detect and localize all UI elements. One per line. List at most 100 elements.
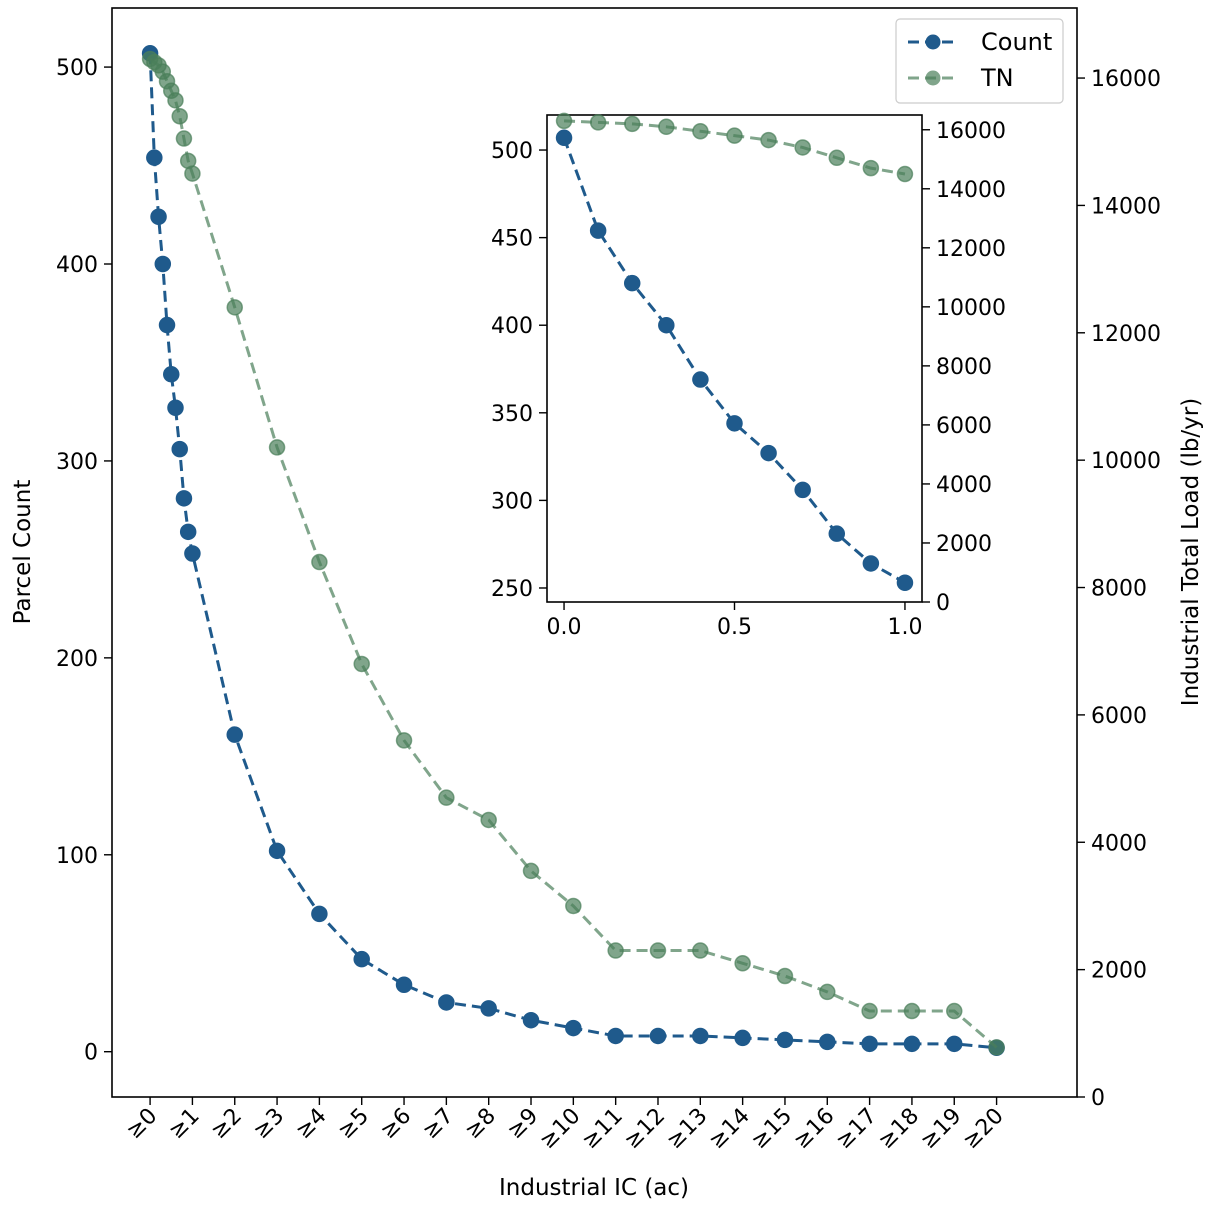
- x-tick-label-13: ≥13: [662, 1104, 713, 1155]
- x-tick-label-20: ≥20: [958, 1104, 1009, 1155]
- count-point-13: [311, 905, 328, 923]
- inset-tn-point-0: [555, 112, 573, 130]
- y-tick-label-2: 200: [56, 647, 98, 672]
- inset-y2-tick-label-4: 8000: [936, 355, 992, 380]
- tn-point-29: [988, 1039, 1005, 1056]
- x-tick-label-17: ≥17: [831, 1104, 882, 1155]
- inset-count-point-1: [589, 222, 607, 239]
- inset-tn-point-7: [794, 139, 811, 156]
- x-tick-label-2: ≥2: [206, 1104, 247, 1145]
- inset-y2-tick-label-8: 16000: [936, 119, 1006, 144]
- y2-tick-label-1: 2000: [1091, 959, 1147, 984]
- x-tick-label-14: ≥14: [704, 1104, 755, 1155]
- inset-x-tick-label-2: 1.0: [887, 615, 922, 640]
- count-point-19: [565, 1019, 582, 1037]
- x-tick-label-0: ≥0: [122, 1104, 163, 1145]
- count-point-22: [692, 1027, 709, 1045]
- tn-point-10: [184, 165, 201, 182]
- x-tick-label-4: ≥4: [291, 1104, 332, 1145]
- tn-point-25: [819, 983, 836, 1001]
- y2-axis-label: Industrial Total Load (lb/yr): [1178, 398, 1204, 706]
- x-axis-label: Industrial IC (ac): [499, 1175, 689, 1201]
- legend-count-label: Count: [981, 28, 1052, 56]
- inset-count-point-0: [555, 129, 573, 147]
- count-point-4: [158, 316, 176, 334]
- y2-tick-label-2: 4000: [1091, 831, 1147, 856]
- count-point-14: [353, 950, 370, 968]
- x-tick-label-10: ≥10: [535, 1104, 586, 1155]
- count-point-27: [903, 1035, 921, 1053]
- y-tick-label-5: 500: [56, 56, 98, 81]
- inset-count-point-2: [623, 274, 641, 292]
- inset-y-tick-label-1: 300: [491, 489, 533, 514]
- inset-tn-point-10: [896, 165, 914, 183]
- y-tick-label-0: 0: [84, 1041, 98, 1066]
- count-point-12: [268, 842, 286, 860]
- inset-y-tick-label-4: 450: [491, 227, 533, 252]
- count-point-11: [226, 726, 243, 743]
- x-tick-label-19: ≥19: [916, 1104, 967, 1155]
- tn-point-21: [649, 942, 667, 959]
- inset-tn-point-9: [862, 159, 880, 177]
- inset-tn-point-3: [658, 118, 675, 136]
- tn-point-20: [607, 942, 624, 959]
- count-point-1: [146, 149, 163, 166]
- inset-y-tick-label-5: 500: [491, 139, 533, 164]
- inset-count-point-8: [828, 525, 846, 542]
- count-point-25: [819, 1033, 836, 1051]
- x-tick-label-5: ≥5: [333, 1104, 374, 1145]
- count-point-7: [171, 440, 188, 458]
- inset-y2-tick-label-6: 12000: [936, 237, 1006, 262]
- legend-tn-label: TN: [980, 64, 1014, 92]
- x-tick-label-12: ≥12: [620, 1104, 671, 1155]
- inset-y2-tick-label-5: 10000: [936, 296, 1006, 321]
- tn-point-26: [861, 1002, 878, 1020]
- x-tick-label-6: ≥6: [376, 1104, 417, 1145]
- count-point-6: [167, 399, 184, 417]
- count-point-15: [395, 976, 413, 994]
- count-point-17: [480, 1000, 497, 1017]
- y2-tick-label-3: 6000: [1091, 704, 1147, 729]
- inset-y-tick-label-2: 350: [491, 402, 533, 427]
- tn-point-13: [311, 553, 328, 571]
- x-tick-label-18: ≥18: [874, 1104, 925, 1155]
- inset-tn-point-2: [623, 115, 641, 133]
- x-tick-label-11: ≥11: [577, 1104, 628, 1155]
- inset-tn-point-4: [692, 122, 709, 140]
- count-point-23: [734, 1029, 751, 1047]
- inset-count-point-9: [862, 555, 880, 572]
- count-point-9: [179, 523, 197, 541]
- inset-tn-point-1: [589, 114, 607, 131]
- tn-point-28: [946, 1002, 963, 1020]
- tn-point-23: [734, 955, 751, 972]
- x-tick-label-16: ≥16: [789, 1104, 840, 1155]
- y-tick-label-1: 100: [56, 844, 98, 869]
- y2-tick-label-7: 14000: [1091, 194, 1161, 219]
- count-point-16: [438, 994, 455, 1011]
- inset-count-point-6: [760, 444, 777, 462]
- x-tick-label-7: ≥7: [418, 1104, 459, 1145]
- x-tick-label-15: ≥15: [747, 1104, 798, 1155]
- count-point-3: [154, 255, 172, 273]
- tn-point-27: [903, 1002, 921, 1020]
- y2-tick-label-4: 8000: [1091, 577, 1147, 602]
- inset-count-point-7: [794, 481, 811, 499]
- y-axis-label: Parcel Count: [10, 480, 36, 625]
- tn-point-8: [175, 130, 193, 147]
- count-point-28: [946, 1035, 963, 1053]
- tn-point-14: [353, 655, 370, 673]
- inset-tn-point-8: [828, 149, 846, 167]
- inset-count-point-4: [692, 371, 709, 388]
- count-point-26: [861, 1035, 878, 1053]
- y-tick-label-3: 300: [56, 450, 98, 475]
- legend: Count TN: [895, 18, 1064, 104]
- inset-y2-tick-label-0: 0: [936, 591, 950, 616]
- tn-point-12: [268, 439, 286, 456]
- count-point-18: [522, 1011, 540, 1029]
- x-tick-label-8: ≥8: [460, 1104, 501, 1145]
- count-point-24: [776, 1031, 794, 1049]
- inset-y2-tick-label-3: 6000: [936, 414, 992, 439]
- count-point-20: [607, 1027, 624, 1045]
- y2-tick-label-0: 0: [1091, 1086, 1105, 1111]
